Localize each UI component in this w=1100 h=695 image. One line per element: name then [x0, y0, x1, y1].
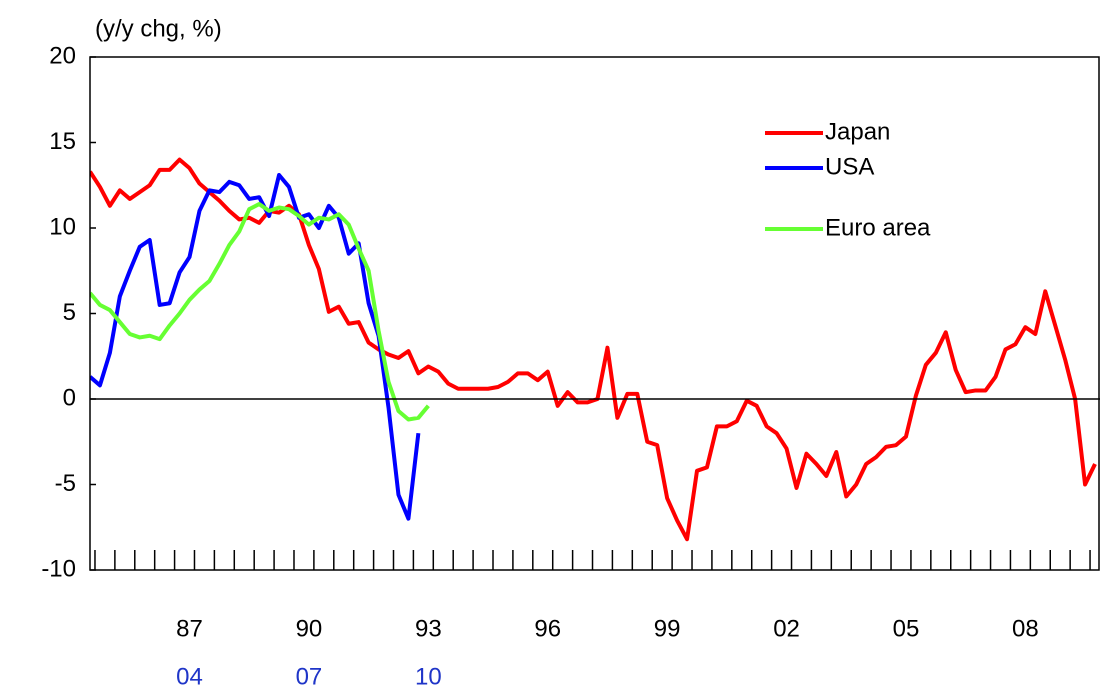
y-tick-label: 15 [49, 128, 76, 155]
y-tick-label: 20 [49, 42, 76, 69]
x-tick-label: 87 [176, 615, 203, 642]
legend-label: Japan [825, 118, 890, 145]
x-tick-label-secondary: 04 [176, 663, 203, 690]
x-tick-label: 02 [773, 615, 800, 642]
x-tick-label: 93 [415, 615, 442, 642]
series-line [90, 202, 430, 422]
x-tick-label: 08 [1012, 615, 1039, 642]
x-tick-label-secondary: 07 [296, 663, 323, 690]
plot-frame [89, 56, 1100, 571]
y-tick-label: 0 [63, 384, 76, 411]
legend-label: USA [825, 153, 874, 180]
x-tick-label-secondary: 10 [415, 663, 442, 690]
y-tick-label: -10 [41, 555, 76, 582]
x-tick-label: 90 [296, 615, 323, 642]
y-tick-label: -5 [55, 470, 76, 497]
series-line [90, 157, 1097, 542]
y-axis-label: (y/y chg, %) [95, 15, 222, 42]
x-tick-label: 99 [654, 615, 681, 642]
y-tick-label: 10 [49, 213, 76, 240]
x-tick-label: 05 [893, 615, 920, 642]
x-tick-label: 96 [534, 615, 561, 642]
series-line [90, 172, 421, 521]
y-tick-label: 5 [63, 299, 76, 326]
plot-area [90, 157, 1097, 542]
legend-label: Euro area [825, 214, 931, 241]
